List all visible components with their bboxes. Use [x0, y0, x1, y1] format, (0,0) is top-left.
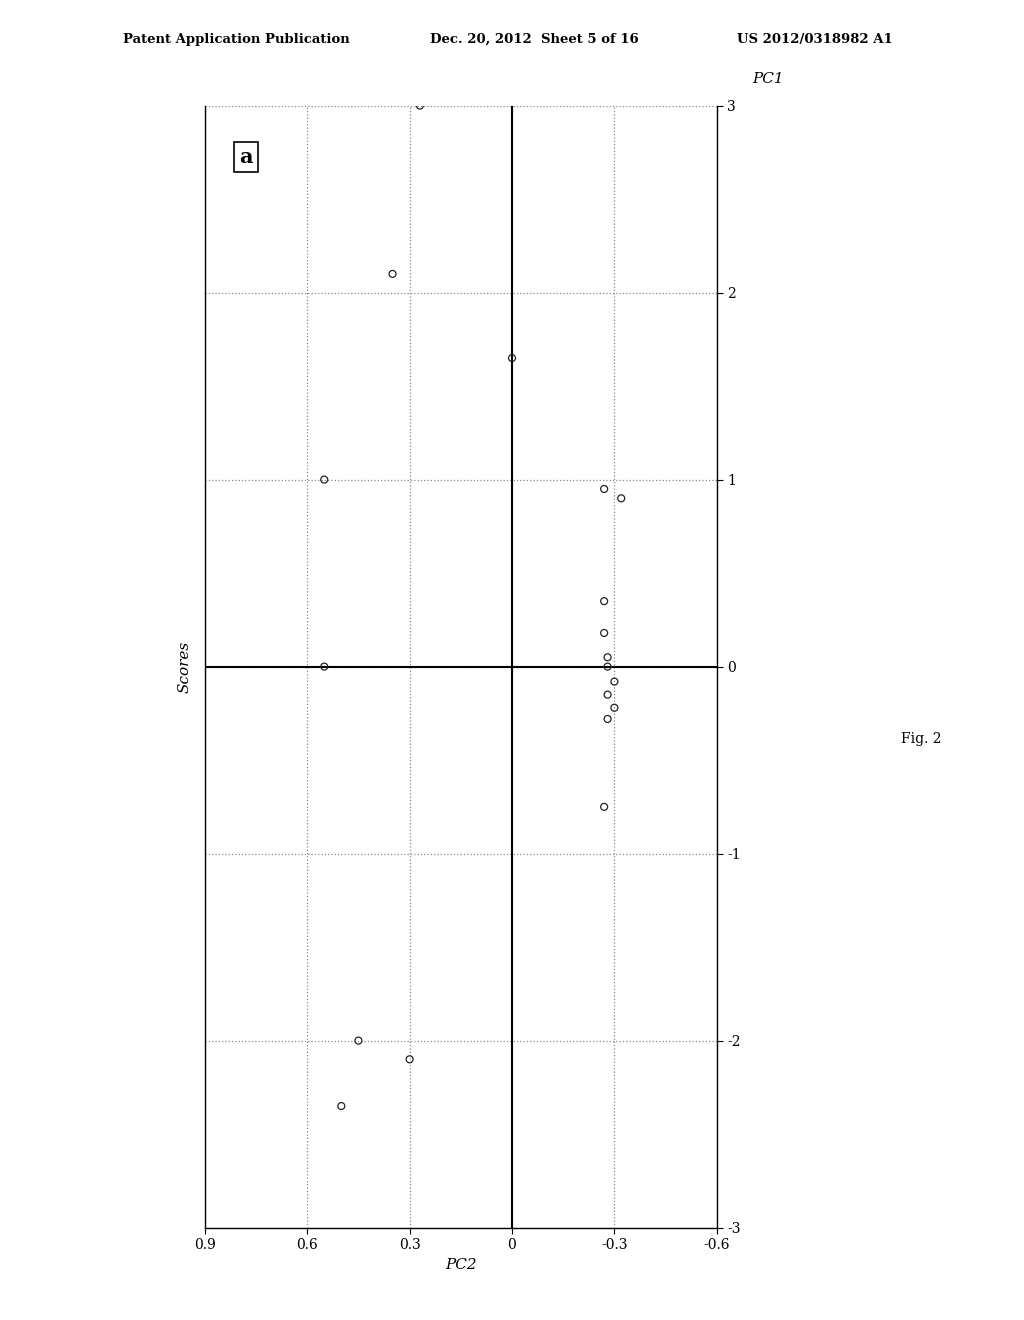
Point [613, 488, 630, 510]
X-axis label: PC2: PC2 [445, 1258, 476, 1271]
Point [599, 709, 615, 730]
Point [504, 347, 520, 368]
Point [606, 671, 623, 692]
Point [606, 697, 623, 718]
Point [599, 684, 615, 705]
Y-axis label: PC1: PC1 [753, 71, 783, 86]
Text: Dec. 20, 2012  Sheet 5 of 16: Dec. 20, 2012 Sheet 5 of 16 [430, 33, 639, 46]
Point [412, 95, 428, 116]
Text: US 2012/0318982 A1: US 2012/0318982 A1 [737, 33, 893, 46]
Point [599, 656, 615, 677]
Point [316, 469, 333, 490]
Text: Fig. 2: Fig. 2 [901, 733, 942, 746]
Point [596, 796, 612, 817]
Point [333, 1096, 349, 1117]
Y-axis label: Scores: Scores [177, 640, 191, 693]
Point [350, 1030, 367, 1051]
Point [401, 1048, 418, 1069]
Point [384, 264, 400, 285]
Point [599, 647, 615, 668]
Point [596, 478, 612, 499]
Point [316, 656, 333, 677]
Point [596, 590, 612, 611]
Point [596, 623, 612, 644]
Text: a: a [239, 147, 253, 166]
Text: Patent Application Publication: Patent Application Publication [123, 33, 349, 46]
